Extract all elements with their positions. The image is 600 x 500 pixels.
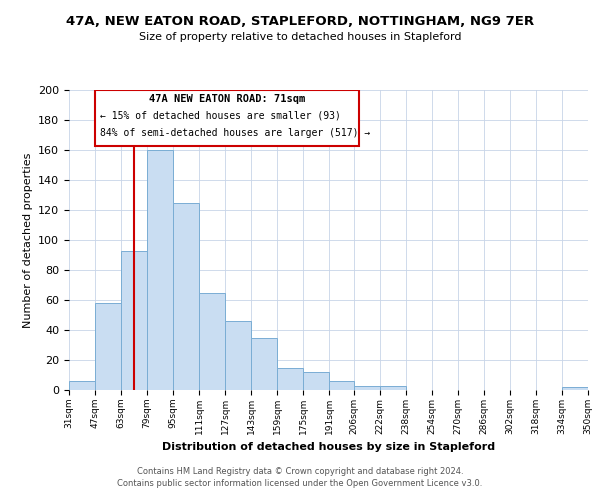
Text: 84% of semi-detached houses are larger (517) →: 84% of semi-detached houses are larger (…	[100, 128, 370, 138]
Text: 47A, NEW EATON ROAD, STAPLEFORD, NOTTINGHAM, NG9 7ER: 47A, NEW EATON ROAD, STAPLEFORD, NOTTING…	[66, 15, 534, 28]
Text: Distribution of detached houses by size in Stapleford: Distribution of detached houses by size …	[162, 442, 496, 452]
Bar	[95, 303, 121, 390]
Text: Size of property relative to detached houses in Stapleford: Size of property relative to detached ho…	[139, 32, 461, 42]
Text: 47A NEW EATON ROAD: 71sqm: 47A NEW EATON ROAD: 71sqm	[149, 94, 305, 104]
Bar	[147, 150, 173, 390]
Bar	[251, 338, 277, 390]
FancyBboxPatch shape	[95, 90, 359, 146]
Bar	[354, 386, 380, 390]
Bar	[277, 368, 303, 390]
Bar	[121, 250, 147, 390]
Bar	[69, 381, 95, 390]
Bar	[225, 321, 251, 390]
Bar	[329, 381, 354, 390]
Text: ← 15% of detached houses are smaller (93): ← 15% of detached houses are smaller (93…	[100, 111, 341, 121]
Y-axis label: Number of detached properties: Number of detached properties	[23, 152, 32, 328]
Bar	[199, 292, 225, 390]
Bar	[380, 386, 406, 390]
Text: Contains HM Land Registry data © Crown copyright and database right 2024.
Contai: Contains HM Land Registry data © Crown c…	[118, 466, 482, 487]
Bar	[303, 372, 329, 390]
Bar	[562, 387, 588, 390]
Bar	[173, 202, 199, 390]
